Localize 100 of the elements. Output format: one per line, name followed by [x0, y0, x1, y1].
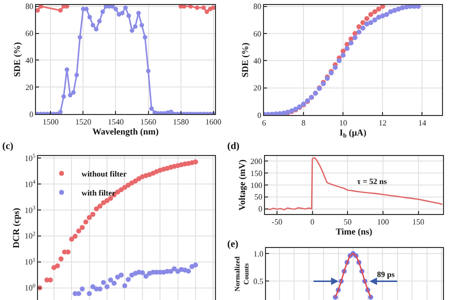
x-tick-label: 14 — [418, 118, 426, 128]
point — [90, 284, 96, 290]
point — [186, 268, 191, 274]
point — [142, 35, 148, 40]
point — [68, 92, 72, 98]
point — [364, 16, 370, 22]
y-tick-label: 20 — [25, 82, 34, 92]
y-tick-label: 60 — [253, 29, 262, 38]
point — [72, 234, 78, 239]
point — [140, 22, 144, 28]
point — [193, 159, 198, 164]
point — [118, 272, 124, 278]
point — [64, 5, 70, 9]
y-tick-label: 80 — [253, 2, 262, 12]
point — [86, 291, 92, 296]
point — [126, 14, 131, 18]
point — [120, 10, 124, 16]
x-tick-label: 12 — [378, 118, 387, 128]
point — [104, 198, 110, 204]
point — [112, 280, 117, 286]
point — [122, 184, 128, 190]
point — [388, 9, 394, 14]
point — [38, 5, 44, 9]
y-tick-label: 10$^{5}$ — [24, 154, 36, 163]
point — [100, 280, 106, 286]
y-axis-title: DCR (cps) — [10, 208, 21, 248]
point — [172, 266, 177, 272]
x-tick-label: 1580 — [172, 118, 189, 127]
y-tick-label: 20 — [253, 84, 262, 93]
annotation: τ = 52 ns — [357, 177, 387, 186]
x-tick-label: -50 — [272, 218, 282, 227]
point — [97, 18, 102, 24]
chart-title: (d) — [227, 141, 240, 152]
point — [115, 190, 120, 195]
point — [193, 262, 198, 268]
point — [74, 72, 79, 78]
point — [58, 256, 64, 262]
point — [356, 30, 362, 35]
y-tick-label: 0 — [257, 110, 262, 120]
point — [201, 5, 206, 10]
y-tick-label: 10$^{3}$ — [24, 205, 36, 215]
point — [61, 94, 66, 99]
y-tick-label: 200 — [250, 157, 262, 166]
point — [136, 10, 141, 16]
x-tick-label: 1600 — [205, 118, 222, 127]
point — [360, 20, 366, 26]
point — [80, 286, 85, 292]
point — [336, 58, 342, 64]
point — [87, 14, 92, 20]
point — [66, 250, 71, 255]
chart-title: (e) — [227, 239, 238, 250]
legend-label: with filter — [82, 188, 116, 198]
point — [204, 9, 210, 14]
point — [376, 6, 382, 12]
y-tick-label: 40 — [25, 56, 34, 65]
point — [58, 8, 63, 13]
point — [392, 8, 398, 13]
point — [83, 219, 88, 224]
point — [188, 5, 193, 9]
point — [108, 196, 114, 201]
point — [133, 24, 138, 29]
point — [364, 22, 370, 27]
point — [384, 12, 390, 18]
y-tick-label: 1.0 — [253, 249, 264, 258]
x-tick-label: 1560 — [140, 118, 156, 127]
x-tick-label: 150 — [412, 218, 424, 227]
x-tick-label: 1540 — [108, 118, 124, 127]
point — [360, 26, 366, 31]
point — [54, 263, 60, 268]
y-axis-title: SDE (%) — [240, 42, 250, 78]
point — [372, 17, 378, 22]
point — [380, 13, 386, 18]
chart-title: (c) — [2, 141, 14, 152]
legend-label: without filter — [82, 170, 128, 178]
y-tick-label: 0 — [258, 204, 262, 214]
line-series — [36, 5, 215, 114]
x-tick-label: 6 — [262, 118, 266, 128]
point — [104, 284, 110, 290]
annotation: 89 ps — [377, 270, 395, 279]
y-tick-label: 150 — [250, 168, 262, 178]
point — [84, 6, 89, 12]
y-tick-label: 100 — [250, 180, 262, 190]
point — [168, 110, 174, 114]
point — [69, 236, 74, 242]
point — [71, 90, 76, 95]
point — [332, 64, 338, 70]
point — [94, 26, 98, 32]
point — [126, 276, 131, 282]
point — [348, 40, 354, 46]
point — [340, 48, 346, 54]
point — [372, 9, 378, 14]
point — [149, 106, 154, 111]
x-axis-title: Wavelength (nm) — [92, 126, 159, 137]
point — [368, 12, 374, 18]
y-tick-label: 10$^{2}$ — [24, 231, 36, 241]
point — [90, 212, 96, 217]
point — [78, 35, 82, 40]
x-tick-label: 100 — [376, 218, 389, 227]
point — [380, 5, 386, 9]
point — [416, 5, 421, 9]
